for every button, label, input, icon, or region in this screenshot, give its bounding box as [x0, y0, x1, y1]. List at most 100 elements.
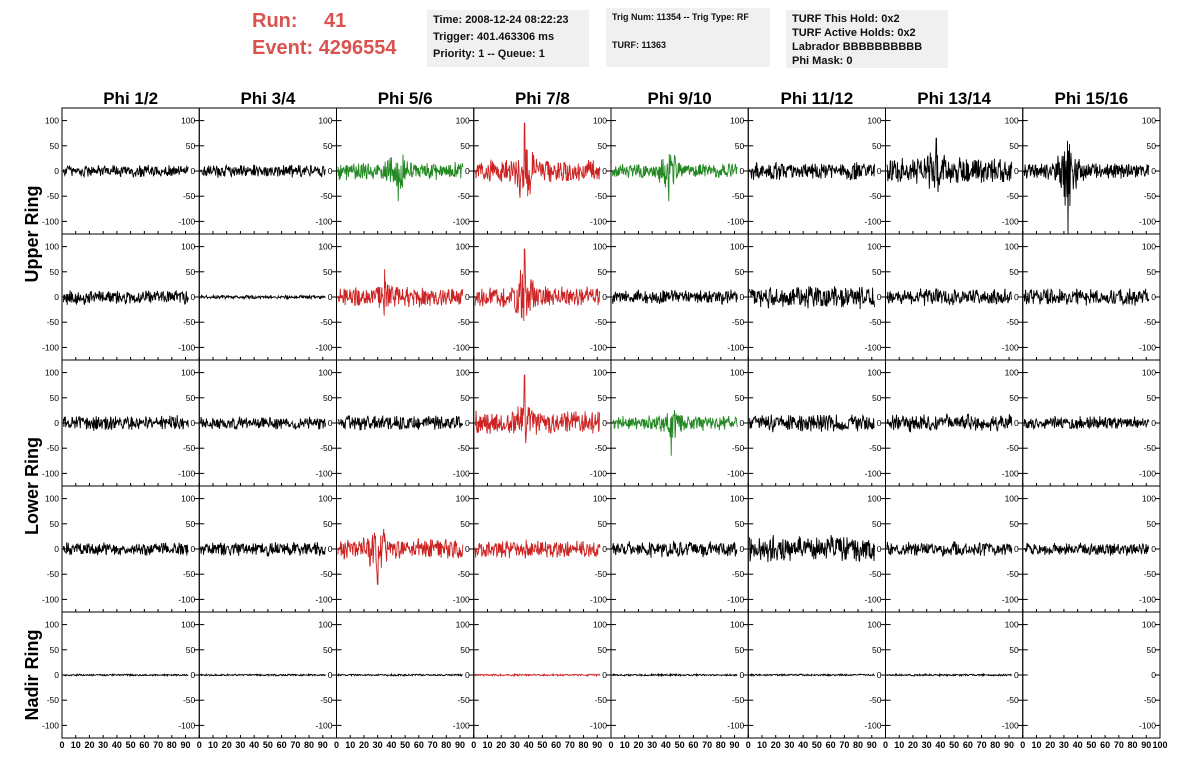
- y-tick-label: -50: [320, 443, 333, 453]
- waveform-trace: [749, 672, 875, 678]
- waveform-trace: [200, 672, 326, 677]
- y-tick-label: 0: [740, 166, 745, 176]
- x-tick-label: 30: [98, 740, 108, 750]
- x-tick-label: 50: [126, 740, 136, 750]
- column-title: Phi 5/6: [378, 89, 433, 108]
- column-title: Phi 13/14: [917, 89, 991, 108]
- x-tick-label: 80: [167, 740, 177, 750]
- y-tick-label: 0: [465, 166, 470, 176]
- waveform-trace: [749, 535, 875, 563]
- y-tick-label: 0: [877, 292, 882, 302]
- waveform-panel: -100 -50 0 50 100: [610, 359, 749, 487]
- priority-text: Priority: 1 -- Queue: 1: [433, 48, 545, 60]
- x-tick-label: 0: [471, 740, 476, 750]
- y-tick-label: -100: [453, 216, 470, 226]
- y-tick-label: 100: [45, 620, 59, 630]
- y-tick-label: -50: [732, 317, 745, 327]
- y-tick-label: -50: [320, 695, 333, 705]
- y-tick-label: -50: [1144, 695, 1157, 705]
- x-tick-label: 40: [798, 740, 808, 750]
- waveform-trace: [337, 528, 464, 585]
- y-tick-label: -100: [727, 216, 744, 226]
- y-tick-label: -50: [47, 317, 60, 327]
- x-tick-label: 50: [675, 740, 685, 750]
- x-tick-label: 40: [524, 740, 534, 750]
- y-tick-label: 50: [872, 141, 882, 151]
- y-tick-label: 50: [1009, 267, 1019, 277]
- waveform-panel: -100 -50 0 50 100: [885, 485, 1024, 613]
- y-tick-label: -100: [178, 342, 195, 352]
- y-tick-label: 50: [1147, 141, 1157, 151]
- y-tick-label: 50: [598, 267, 608, 277]
- waveform-trace: [886, 137, 1013, 193]
- waveform-trace: [1023, 542, 1150, 556]
- time-info-box: Time: 2008-12-24 08:22:23 Trigger: 401.4…: [427, 10, 589, 67]
- y-tick-label: 0: [465, 418, 470, 428]
- x-tick-label: 10: [620, 740, 630, 750]
- waveform-trace: [1023, 288, 1150, 307]
- y-tick-label: 100: [45, 242, 59, 252]
- y-tick-label: -50: [732, 191, 745, 201]
- y-tick-label: 50: [1147, 645, 1157, 655]
- y-tick-label: 50: [50, 519, 60, 529]
- y-tick-label: 0: [1151, 670, 1156, 680]
- phi-mask-text: Phi Mask: 0: [792, 55, 853, 67]
- y-tick-label: -100: [178, 594, 195, 604]
- y-tick-label: 0: [740, 418, 745, 428]
- y-tick-label: -50: [1006, 569, 1019, 579]
- y-tick-label: 0: [1014, 292, 1019, 302]
- y-tick-label: -100: [727, 342, 744, 352]
- y-tick-label: 0: [877, 418, 882, 428]
- waveform-trace: [749, 413, 875, 433]
- x-tick-label: 30: [647, 740, 657, 750]
- event-label: Event:: [252, 37, 314, 59]
- x-tick-label: 40: [661, 740, 671, 750]
- y-tick-label: -100: [727, 468, 744, 478]
- y-tick-label: 50: [872, 393, 882, 403]
- y-tick-label: -50: [869, 443, 882, 453]
- y-tick-label: 100: [1142, 116, 1156, 126]
- waveform-trace: [337, 154, 464, 202]
- column-title: Phi 7/8: [515, 89, 570, 108]
- y-tick-label: -50: [183, 317, 196, 327]
- y-tick-label: -50: [732, 695, 745, 705]
- y-tick-label: 50: [460, 393, 470, 403]
- y-tick-label: 0: [191, 166, 196, 176]
- x-tick-label: 70: [428, 740, 438, 750]
- y-tick-label: 0: [191, 670, 196, 680]
- waveform-panel: -100 -50 0 50 100: [336, 359, 475, 487]
- waveform-trace: [200, 163, 326, 178]
- x-tick-label: 70: [839, 740, 849, 750]
- event-value: 4296554: [318, 37, 397, 59]
- y-tick-label: -100: [864, 342, 881, 352]
- waveform-panel: -100 -50 0 50 100: [747, 233, 886, 361]
- waveform-trace: [62, 290, 189, 306]
- y-tick-label: 100: [593, 494, 607, 504]
- y-tick-label: -50: [47, 695, 60, 705]
- y-tick-label: 50: [872, 645, 882, 655]
- waveform-panel: -100 -100 -50 -50 0 0 50 50 100 100: [42, 107, 200, 235]
- waveform-panel: -100 -50 0 50 100: [885, 107, 1024, 235]
- waveform-trace: [886, 287, 1013, 307]
- trig-num-text: Trig Num: 11354 -- Trig Type: RF: [612, 12, 749, 22]
- x-tick-label: 30: [1059, 740, 1069, 750]
- y-tick-label: 100: [1005, 116, 1019, 126]
- y-tick-label: 100: [867, 116, 881, 126]
- waveform-trace: [611, 289, 738, 305]
- x-tick-label: 80: [304, 740, 314, 750]
- y-tick-label: -50: [183, 191, 196, 201]
- x-tick-label: 90: [867, 740, 877, 750]
- x-tick-label: 20: [84, 740, 94, 750]
- y-tick-label: 0: [877, 166, 882, 176]
- y-tick-label: 50: [735, 393, 745, 403]
- y-tick-label: 100: [318, 620, 332, 630]
- y-tick-label: 100: [1005, 242, 1019, 252]
- x-tick-label: 80: [1128, 740, 1138, 750]
- x-tick-label: 10: [1031, 740, 1041, 750]
- y-tick-label: -50: [183, 569, 196, 579]
- waveform-trace: [63, 672, 189, 678]
- x-tick-label: 60: [826, 740, 836, 750]
- x-tick-label: 30: [373, 740, 383, 750]
- x-tick-label: 40: [112, 740, 122, 750]
